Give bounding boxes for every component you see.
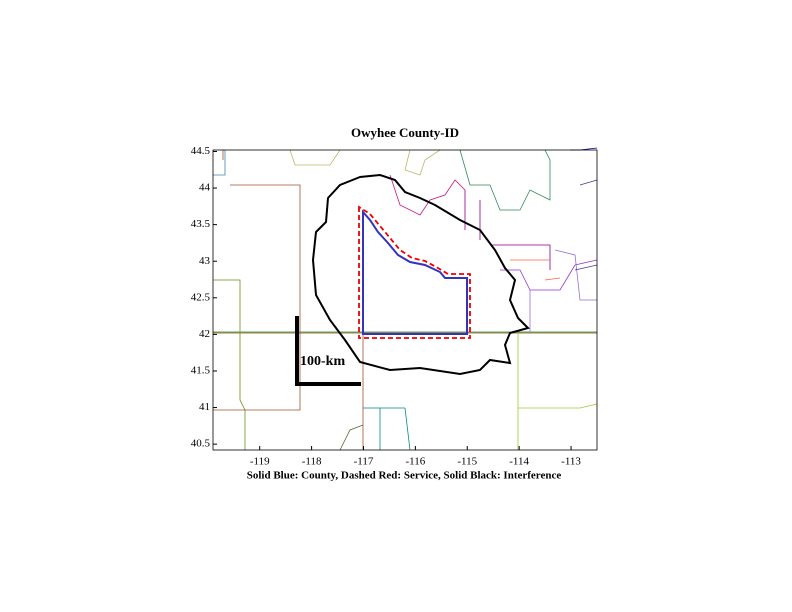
y-tick-label: 42 — [199, 328, 210, 340]
x-tick-label: -116 — [405, 456, 425, 468]
background-boundaries — [213, 147, 598, 451]
scale-bar — [295, 316, 361, 386]
map-title: Owyhee County-ID — [351, 125, 459, 140]
y-tick-label: 42.5 — [191, 291, 211, 303]
x-tick-label: -119 — [250, 456, 270, 468]
scale-bar-label: 100-km — [300, 354, 345, 369]
y-tick-label: 43.5 — [191, 218, 211, 230]
county-boundary — [362, 209, 468, 335]
x-tick-label: -114 — [509, 456, 529, 468]
legend-caption: Solid Blue: County, Dashed Red: Service,… — [247, 470, 562, 482]
y-tick-label: 41.5 — [191, 365, 211, 377]
interference-contour — [311, 173, 530, 376]
y-tick-label: 44 — [199, 182, 211, 194]
y-tick-label: 41 — [199, 401, 210, 413]
x-tick-label: -118 — [302, 456, 322, 468]
y-tick-label: 43 — [199, 255, 211, 267]
x-tick-label: -115 — [457, 456, 477, 468]
service-contour — [358, 205, 471, 339]
y-tick-label: 40.5 — [191, 438, 211, 450]
x-tick-label: -117 — [354, 456, 374, 468]
y-tick-label: 44.5 — [191, 145, 211, 157]
x-tick-label: -113 — [561, 456, 581, 468]
plot-frame — [212, 149, 598, 451]
